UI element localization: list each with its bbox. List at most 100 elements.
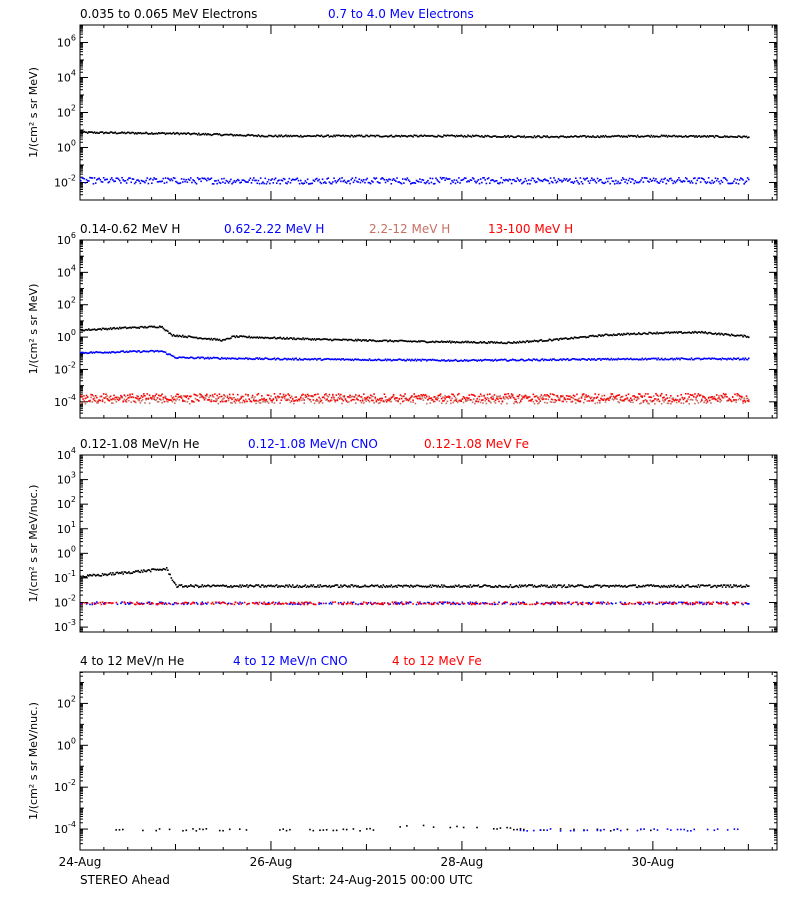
data-point [593, 178, 595, 181]
data-point [348, 358, 350, 361]
data-point [368, 181, 371, 184]
data-point [309, 338, 311, 340]
data-point [324, 358, 326, 360]
data-point [241, 134, 244, 137]
data-point [388, 359, 390, 361]
data-point [429, 341, 432, 343]
data-point [159, 132, 161, 135]
data-point [160, 180, 162, 183]
data-point [560, 584, 562, 587]
data-point [714, 358, 717, 360]
data-point [262, 181, 264, 183]
data-point [255, 402, 257, 405]
data-point [400, 339, 403, 342]
data-point [475, 602, 477, 605]
data-point [113, 351, 115, 353]
data-point [232, 393, 234, 396]
data-point [298, 398, 301, 401]
data-point [594, 136, 597, 139]
data-point [128, 131, 130, 134]
data-point [695, 396, 697, 399]
data-point [537, 396, 539, 399]
data-point [419, 134, 421, 137]
data-point [359, 181, 362, 184]
data-point [557, 399, 560, 401]
data-point [431, 398, 434, 401]
data-point [131, 396, 134, 398]
data-point [556, 136, 559, 138]
data-point [187, 335, 190, 337]
data-point [106, 132, 108, 134]
data-point [273, 357, 276, 360]
data-point [423, 394, 426, 397]
data-point [153, 177, 155, 179]
data-point [115, 327, 118, 330]
data-point [126, 572, 129, 574]
data-point [530, 400, 532, 402]
data-point [505, 358, 507, 361]
data-point [216, 394, 218, 397]
data-point [472, 135, 475, 138]
data-point [346, 358, 349, 361]
data-point [97, 351, 99, 354]
data-point [629, 397, 632, 400]
data-point [498, 359, 500, 361]
data-point [461, 360, 464, 362]
data-point [462, 585, 465, 587]
data-point [297, 337, 300, 340]
data-point [357, 134, 359, 137]
data-point [531, 584, 534, 586]
data-point [621, 586, 624, 588]
data-point [697, 135, 700, 137]
data-point [157, 326, 160, 329]
data-point [463, 585, 466, 587]
data-point [599, 357, 601, 360]
data-point [508, 359, 511, 362]
data-point [393, 601, 396, 604]
data-point [91, 603, 94, 606]
data-point [256, 584, 259, 587]
data-point [328, 602, 331, 605]
data-point [466, 181, 468, 183]
data-point [463, 177, 466, 179]
data-point [242, 399, 245, 402]
data-point [654, 402, 656, 405]
data-point [651, 400, 654, 403]
data-point [118, 398, 121, 400]
data-point [279, 603, 281, 605]
data-point [250, 182, 253, 184]
data-point [564, 586, 567, 589]
data-point [385, 400, 388, 403]
data-point [373, 585, 375, 588]
data-point [660, 357, 663, 360]
data-point [243, 180, 246, 182]
data-point [601, 136, 603, 138]
data-point [539, 396, 542, 398]
data-point [524, 136, 527, 139]
data-point [275, 135, 278, 138]
data-point [299, 134, 302, 137]
data-point [447, 134, 450, 137]
data-point [354, 358, 357, 360]
data-point [694, 402, 696, 405]
data-point [537, 402, 539, 405]
data-point [446, 601, 449, 603]
data-point [101, 352, 104, 354]
data-point [265, 585, 268, 588]
data-point [745, 395, 748, 397]
data-point [696, 586, 699, 588]
data-point [743, 397, 745, 400]
data-point [560, 337, 562, 340]
data-point [192, 179, 194, 181]
data-point [175, 357, 177, 359]
data-point [244, 398, 247, 401]
data-point [640, 358, 642, 361]
data-point [271, 358, 273, 360]
data-point [487, 340, 490, 343]
data-point [319, 602, 322, 605]
data-point [242, 179, 245, 181]
data-point [720, 136, 723, 139]
data-point [354, 135, 357, 138]
data-point [263, 400, 265, 402]
data-point [703, 178, 705, 181]
